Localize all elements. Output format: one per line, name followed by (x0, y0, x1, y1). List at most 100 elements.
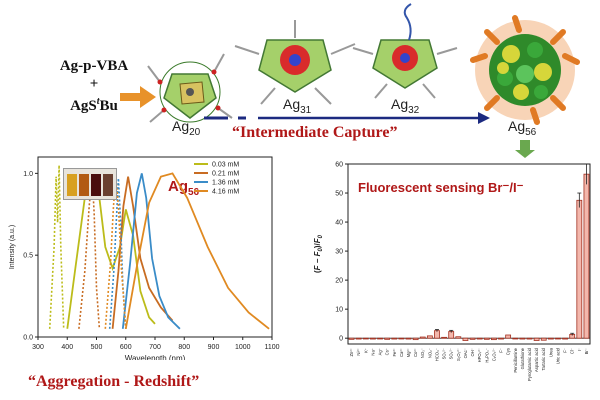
spec-xtick-label: 1000 (235, 344, 251, 351)
bars-category-label: Mg²⁺ (406, 348, 411, 357)
bars-ylabel: (F − F0)/F0 (313, 234, 324, 273)
spec-ytick-label: 1.0 (23, 171, 33, 178)
bars-bar (512, 337, 519, 340)
bars-bar (540, 337, 547, 341)
bars-bar (391, 337, 398, 340)
bars-bar (476, 337, 483, 340)
bars-ytick-label: 60 (335, 162, 343, 169)
bars-category-label: Cl⁻ (570, 348, 575, 354)
bars-bar (355, 337, 362, 340)
vial-4 (103, 174, 113, 196)
scheme-graphics (120, 3, 580, 158)
bars-category-label: Uric acid (555, 347, 560, 364)
bars-ylabel-part: 0 (318, 247, 324, 251)
bars-bar (491, 337, 497, 341)
bars-bar (483, 337, 490, 340)
bars-category-label: HPO₄²⁻ (477, 348, 482, 362)
bars-category-label: Urea (548, 347, 553, 357)
bars-bar (419, 336, 426, 339)
spec-xtick-label: 1100 (264, 344, 279, 351)
bars-bar (526, 337, 533, 340)
spec-legend-label: 0.21 mM (212, 171, 239, 178)
bars-category-label: S₂O₃²⁻ (456, 348, 461, 361)
cluster-label-ag20: Ag20 (172, 118, 201, 138)
reagent-plus: + (89, 76, 99, 92)
spec-xtick-label: 900 (208, 344, 220, 351)
bars-bar (441, 336, 447, 339)
bars-bar (455, 336, 462, 339)
bars-bar (377, 337, 383, 340)
bars-ylabel-part: ( (313, 270, 322, 273)
bars-category-label: Ni²⁺ (356, 348, 361, 356)
bars-category-label: Cys (506, 348, 511, 355)
bars-category-label: Ag⁺ (378, 348, 383, 355)
bars-ytick-label: 10 (335, 307, 343, 314)
bars-category-label: OAc⁻ (463, 348, 468, 358)
bars-ytick-label: 0 (339, 336, 343, 343)
bars-ylabel-part: − (313, 256, 322, 265)
bars-bar (370, 337, 376, 340)
spec-excitation-line (48, 165, 65, 329)
bars-bar (576, 199, 583, 339)
cluster-label-ag31: Ag31 (283, 96, 312, 116)
aggregation-redshift-label: “Aggregation - Redshift” (28, 373, 200, 390)
vial-3 (91, 174, 101, 196)
bars-category-label: Na⁺ (370, 348, 375, 356)
bars-bar (384, 337, 391, 340)
ag31-cluster-icon (234, 20, 356, 105)
spec-excitation-line (78, 173, 101, 329)
spec-xtick-label: 700 (149, 344, 161, 351)
bars-bar (412, 337, 419, 341)
bars-bar (555, 337, 561, 340)
spec-title-base: Ag (168, 178, 188, 195)
spec-legend-label: 4.16 mM (212, 189, 239, 196)
bars-ylabel-part: F (313, 264, 322, 270)
bars-category-label: NO₂⁻ (427, 348, 432, 358)
bars-bar (469, 337, 476, 340)
ag32-cluster-icon (352, 3, 458, 99)
bars-category-label: Pyroglutamic acid (527, 347, 532, 381)
spec-xtick-label: 400 (61, 344, 73, 351)
bars-category-label: OH⁻ (470, 348, 475, 357)
bars-category-label: Br⁻ (584, 348, 589, 354)
bars-ylabel-part: 0 (318, 234, 324, 238)
bars-category-label: Tartaric acid (541, 347, 546, 370)
spec-xtick-label: 600 (120, 344, 132, 351)
spec-xtick-label: 300 (32, 344, 44, 351)
bars-bar (498, 337, 504, 340)
spec-xlabel: Wavelength (nm) (125, 354, 186, 360)
bars-category-label: F⁻ (563, 348, 568, 353)
bars-ylabel-part: F (313, 250, 322, 256)
bars-plot-frame (347, 163, 591, 345)
bars-bar (583, 173, 590, 339)
bars-bar (398, 337, 405, 340)
bars-ytick-label: 50 (335, 191, 343, 198)
bars-bar (505, 334, 512, 339)
spec-emission-line (124, 172, 270, 330)
spec-emission-line (121, 173, 181, 330)
ag20-cluster-icon (147, 53, 233, 123)
bars-category-label: Cs⁺ (385, 348, 390, 355)
bars-bar (533, 337, 540, 341)
sample-vials-photo (63, 168, 117, 200)
spec-legend-label: 1.36 mM (212, 180, 239, 187)
bars-category-label: F⁻ (499, 348, 504, 353)
bars-title: Fluorescent sensing Br⁻/I⁻ (358, 180, 524, 195)
bars-ytick-label: 30 (335, 249, 343, 256)
bars-category-label: Aspartic acid (534, 347, 539, 372)
bars-category-label: NO₃⁻ (420, 348, 425, 358)
bars-category-label: Glutathione (520, 347, 525, 369)
orange-arrow-icon (120, 86, 156, 108)
spec-ylabel: Intensity (a.u.) (9, 225, 16, 269)
green-down-arrow-icon (515, 140, 535, 158)
bars-category-label: K⁺ (363, 348, 368, 353)
capture-arrowhead-icon (478, 112, 490, 124)
spec-legend-label: 0.03 mM (212, 162, 239, 169)
bars-ytick-label: 20 (335, 278, 343, 285)
bars-category-label: Ca²⁺ (399, 348, 404, 357)
bars-bar (362, 337, 369, 340)
bars-category-label: H₂PO₄⁻ (484, 348, 489, 363)
cluster-label-ag56: Ag56 (508, 118, 537, 138)
spec-title-sub: 56 (188, 187, 200, 198)
bars-category-label: SO₄²⁻ (442, 348, 447, 359)
